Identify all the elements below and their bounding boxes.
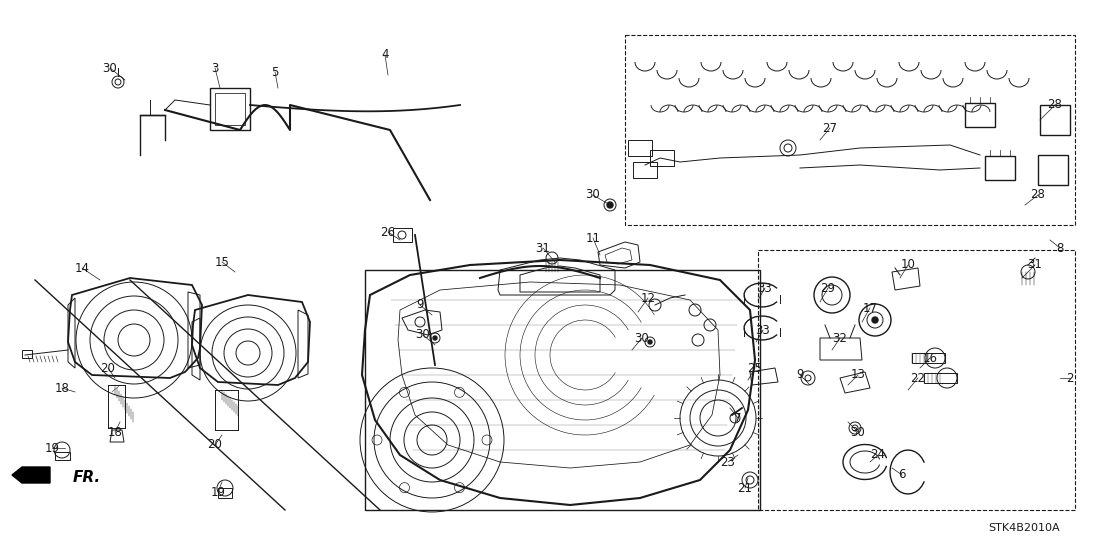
Text: 11: 11 bbox=[585, 232, 601, 244]
Text: 22: 22 bbox=[911, 372, 925, 384]
Circle shape bbox=[607, 202, 613, 208]
Text: 31: 31 bbox=[535, 242, 551, 254]
Text: 28: 28 bbox=[1030, 189, 1046, 201]
Text: 18: 18 bbox=[107, 425, 123, 439]
Text: 9: 9 bbox=[417, 299, 423, 311]
Text: FR.: FR. bbox=[73, 469, 101, 484]
Text: 31: 31 bbox=[1027, 258, 1043, 272]
Text: 15: 15 bbox=[215, 255, 229, 269]
Text: 30: 30 bbox=[586, 189, 601, 201]
Text: 19: 19 bbox=[44, 441, 60, 455]
Text: 17: 17 bbox=[862, 301, 878, 315]
Text: 2: 2 bbox=[1066, 372, 1074, 384]
Text: 30: 30 bbox=[635, 331, 649, 345]
Text: 29: 29 bbox=[821, 281, 835, 295]
Text: 30: 30 bbox=[851, 425, 865, 439]
Text: 32: 32 bbox=[832, 331, 848, 345]
Text: 28: 28 bbox=[1047, 98, 1063, 112]
Text: 30: 30 bbox=[103, 61, 117, 75]
Text: 4: 4 bbox=[381, 49, 389, 61]
Text: 26: 26 bbox=[380, 226, 396, 238]
Text: 33: 33 bbox=[758, 281, 772, 295]
Text: 25: 25 bbox=[748, 362, 762, 374]
Text: 14: 14 bbox=[74, 262, 90, 274]
Text: 16: 16 bbox=[923, 352, 937, 364]
Text: 10: 10 bbox=[901, 258, 915, 272]
Text: 12: 12 bbox=[640, 291, 656, 305]
Text: 13: 13 bbox=[851, 368, 865, 382]
Text: 33: 33 bbox=[756, 324, 770, 336]
Text: 24: 24 bbox=[871, 448, 885, 462]
Circle shape bbox=[872, 317, 878, 323]
Text: 9: 9 bbox=[797, 368, 803, 382]
Text: 30: 30 bbox=[416, 328, 430, 342]
Text: 23: 23 bbox=[720, 456, 736, 468]
Text: 21: 21 bbox=[738, 482, 752, 494]
Text: 20: 20 bbox=[207, 439, 223, 451]
Text: 19: 19 bbox=[211, 486, 226, 498]
Text: 3: 3 bbox=[212, 61, 218, 75]
Text: 6: 6 bbox=[899, 468, 905, 482]
Text: 18: 18 bbox=[54, 382, 70, 394]
Text: 7: 7 bbox=[735, 411, 741, 425]
Circle shape bbox=[433, 336, 437, 340]
Text: 5: 5 bbox=[271, 65, 279, 79]
Polygon shape bbox=[12, 467, 50, 483]
Text: 20: 20 bbox=[101, 362, 115, 374]
Text: 8: 8 bbox=[1056, 242, 1064, 254]
Circle shape bbox=[648, 340, 652, 344]
Text: 27: 27 bbox=[822, 122, 838, 134]
Text: STK4B2010A: STK4B2010A bbox=[988, 523, 1060, 533]
